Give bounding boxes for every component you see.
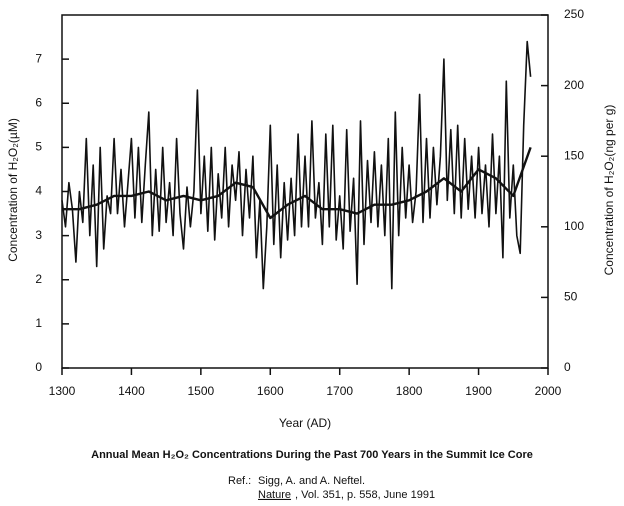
y2-tick-label: 50 bbox=[564, 290, 578, 304]
y-tick-label: 0 bbox=[35, 360, 42, 374]
x-tick-label: 1800 bbox=[396, 384, 423, 398]
data-line bbox=[62, 146, 532, 220]
x-tick-label: 1600 bbox=[257, 384, 284, 398]
plot-frame bbox=[61, 14, 549, 369]
y-tick-label: 6 bbox=[35, 95, 42, 109]
y-axis-label: Concentration of H₂O₂(µM) bbox=[6, 118, 20, 262]
y-tick-label: 2 bbox=[35, 272, 42, 286]
y2-axis-label: Concentration of H₂O₂(ng per g) bbox=[602, 105, 616, 276]
x-tick-label: 2000 bbox=[535, 384, 562, 398]
x-tick-label: 1300 bbox=[49, 384, 76, 398]
y-tick-label: 3 bbox=[35, 228, 42, 242]
ref-authors: Sigg, A. and A. Neftel. bbox=[258, 475, 365, 487]
x-tick-label: 1400 bbox=[118, 384, 145, 398]
y-tick-label: 4 bbox=[35, 184, 42, 198]
y2-tick-label: 100 bbox=[564, 219, 584, 233]
y2-tick-label: 250 bbox=[564, 7, 584, 21]
chart-title: Annual Mean H₂O₂ Concentrations During t… bbox=[91, 449, 533, 461]
x-axis-label: Year (AD) bbox=[279, 416, 331, 430]
y2-tick-label: 150 bbox=[564, 148, 584, 162]
ref-journal: Nature bbox=[258, 489, 291, 501]
ref-label: Ref.: bbox=[228, 475, 251, 487]
x-tick-label: 1700 bbox=[326, 384, 353, 398]
ref-details: , Vol. 351, p. 558, June 1991 bbox=[295, 489, 435, 501]
x-tick-label: 1500 bbox=[188, 384, 215, 398]
x-tick-label: 1900 bbox=[465, 384, 492, 398]
y-tick-label: 1 bbox=[35, 316, 42, 330]
y-tick-label: 5 bbox=[35, 140, 42, 154]
data-line bbox=[61, 40, 532, 290]
y2-tick-label: 0 bbox=[564, 360, 571, 374]
y2-tick-label: 200 bbox=[564, 78, 584, 92]
y-tick-label: 7 bbox=[35, 51, 42, 65]
